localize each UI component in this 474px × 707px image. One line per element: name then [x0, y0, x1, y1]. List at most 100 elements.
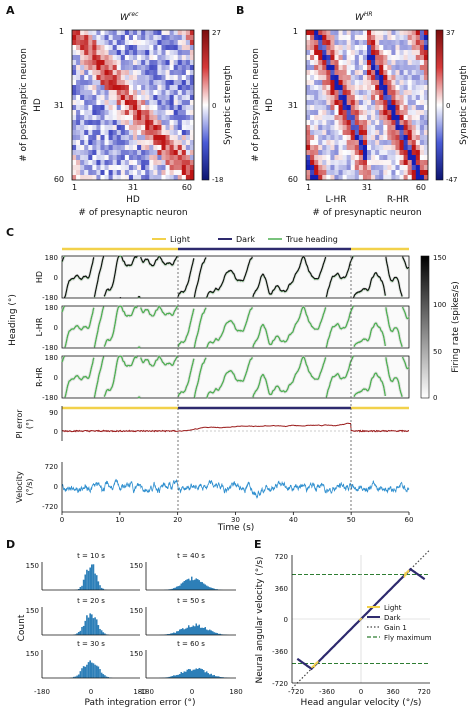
heatmap-cell: [415, 175, 421, 180]
heatmap-cell: [84, 165, 89, 171]
heatmap-cell: [108, 115, 114, 121]
heatmap-cell: [350, 50, 356, 56]
heatmap-cell: [108, 55, 114, 61]
histogram-bar: [89, 660, 91, 678]
heatmap-cell: [367, 150, 372, 156]
heatmap-cell: [342, 105, 348, 111]
heatmap-cell: [423, 140, 428, 146]
heatmap-cell: [96, 95, 101, 101]
heatmap-cell: [419, 150, 425, 156]
heatmap-cell: [76, 30, 81, 36]
histogram-bar: [171, 588, 173, 590]
heatmap-cell: [104, 95, 109, 101]
heatmap-cell: [137, 50, 142, 56]
heatmap-cell: [326, 80, 331, 86]
heatmap-cell: [141, 160, 146, 166]
heatmap-cell: [104, 110, 109, 116]
heatmap-cell: [137, 100, 142, 106]
heatmap-cell: [124, 45, 130, 51]
heatmap-cell: [112, 35, 118, 41]
heatmap-cell: [169, 155, 175, 161]
heatmap-cell: [133, 95, 138, 101]
heatmap-cell: [403, 115, 409, 121]
heatmap-cell: [354, 135, 360, 141]
heatmap-cell: [375, 120, 380, 126]
heatmap-cell: [137, 90, 142, 96]
heatmap-cell: [100, 135, 105, 141]
heatmap-cell: [375, 125, 380, 131]
heatmap-cell: [169, 135, 175, 141]
heatmap-cell: [367, 75, 372, 81]
panel-d-xtick-180-right: 180: [229, 688, 242, 696]
heatmap-cell: [104, 135, 109, 141]
heatmap-cell: [185, 150, 191, 156]
heatmap-cell: [318, 70, 323, 76]
heatmap-cell: [326, 120, 331, 126]
heatmap-cell: [383, 150, 388, 156]
heatmap-cell: [399, 135, 404, 141]
histogram-ytick: 150: [26, 607, 39, 615]
heatmap-cell: [181, 45, 187, 51]
heatmap-cell: [367, 170, 372, 176]
heatmap-cell: [395, 60, 400, 66]
heatmap-cell: [100, 120, 105, 126]
heatmap-cell: [189, 125, 194, 131]
heatmap-cell: [96, 60, 101, 66]
heatmap-cell: [92, 50, 97, 56]
heatmap-cell: [145, 130, 150, 136]
heatmap-cell: [346, 165, 352, 171]
heatmap-cell: [153, 125, 158, 131]
heatmap-cell: [399, 90, 404, 96]
heatmap-cell: [318, 110, 323, 116]
heading-row-tick: 180: [45, 304, 58, 312]
heatmap-cell: [189, 75, 194, 81]
heatmap-cell: [326, 145, 331, 151]
heatmap-cell: [161, 55, 166, 61]
heatmap-cell: [334, 175, 339, 180]
heatmap-cell: [419, 115, 425, 121]
heatmap-cell: [407, 95, 413, 101]
heatmap-cell: [354, 50, 360, 56]
heatmap-cell: [379, 80, 384, 86]
heatmap-cell: [189, 60, 194, 66]
heatmap-cell: [133, 115, 138, 121]
panel-e-ytick-neg720: -720: [272, 680, 288, 688]
heatmap-cell: [72, 150, 77, 156]
heatmap-cell: [96, 35, 101, 41]
heatmap-cell: [403, 55, 409, 61]
panel-c-letter: C: [6, 226, 14, 239]
heatmap-cell: [108, 90, 114, 96]
heatmap-cell: [403, 85, 409, 91]
heatmap-cell: [108, 35, 114, 41]
heatmap-cell: [326, 40, 331, 46]
heatmap-cell: [145, 150, 150, 156]
heatmap-cell: [423, 65, 428, 71]
heatmap-cell: [100, 50, 105, 56]
heatmap-cell: [362, 90, 368, 96]
heading-row-label: HD: [35, 271, 44, 283]
pi-ytick-90: 90: [49, 409, 58, 417]
heatmap-cell: [391, 140, 396, 146]
heatmap-cell: [379, 105, 384, 111]
heatmap-cell: [383, 75, 388, 81]
histogram-bar: [204, 627, 206, 635]
heatmap-cell: [387, 65, 392, 71]
heatmap-cell: [314, 35, 319, 41]
heatmap-cell: [112, 40, 118, 46]
histogram-bar: [167, 634, 169, 635]
heatmap-cell: [165, 115, 170, 121]
heatmap-cell: [379, 40, 384, 46]
heatmap-cell: [330, 135, 335, 141]
panel-a-letter: A: [6, 4, 15, 17]
heatmap-cell: [350, 125, 356, 131]
heatmap-cell: [141, 40, 146, 46]
heatmap-cell: [419, 95, 425, 101]
heatmap-cell: [181, 170, 187, 176]
heatmap-cell: [112, 50, 118, 56]
panel-b-ytick-1: 1: [293, 27, 298, 36]
heatmap-cell: [346, 90, 352, 96]
heatmap-cell: [137, 130, 142, 136]
heatmap-cell: [371, 30, 376, 36]
heatmap-cell: [314, 55, 319, 61]
